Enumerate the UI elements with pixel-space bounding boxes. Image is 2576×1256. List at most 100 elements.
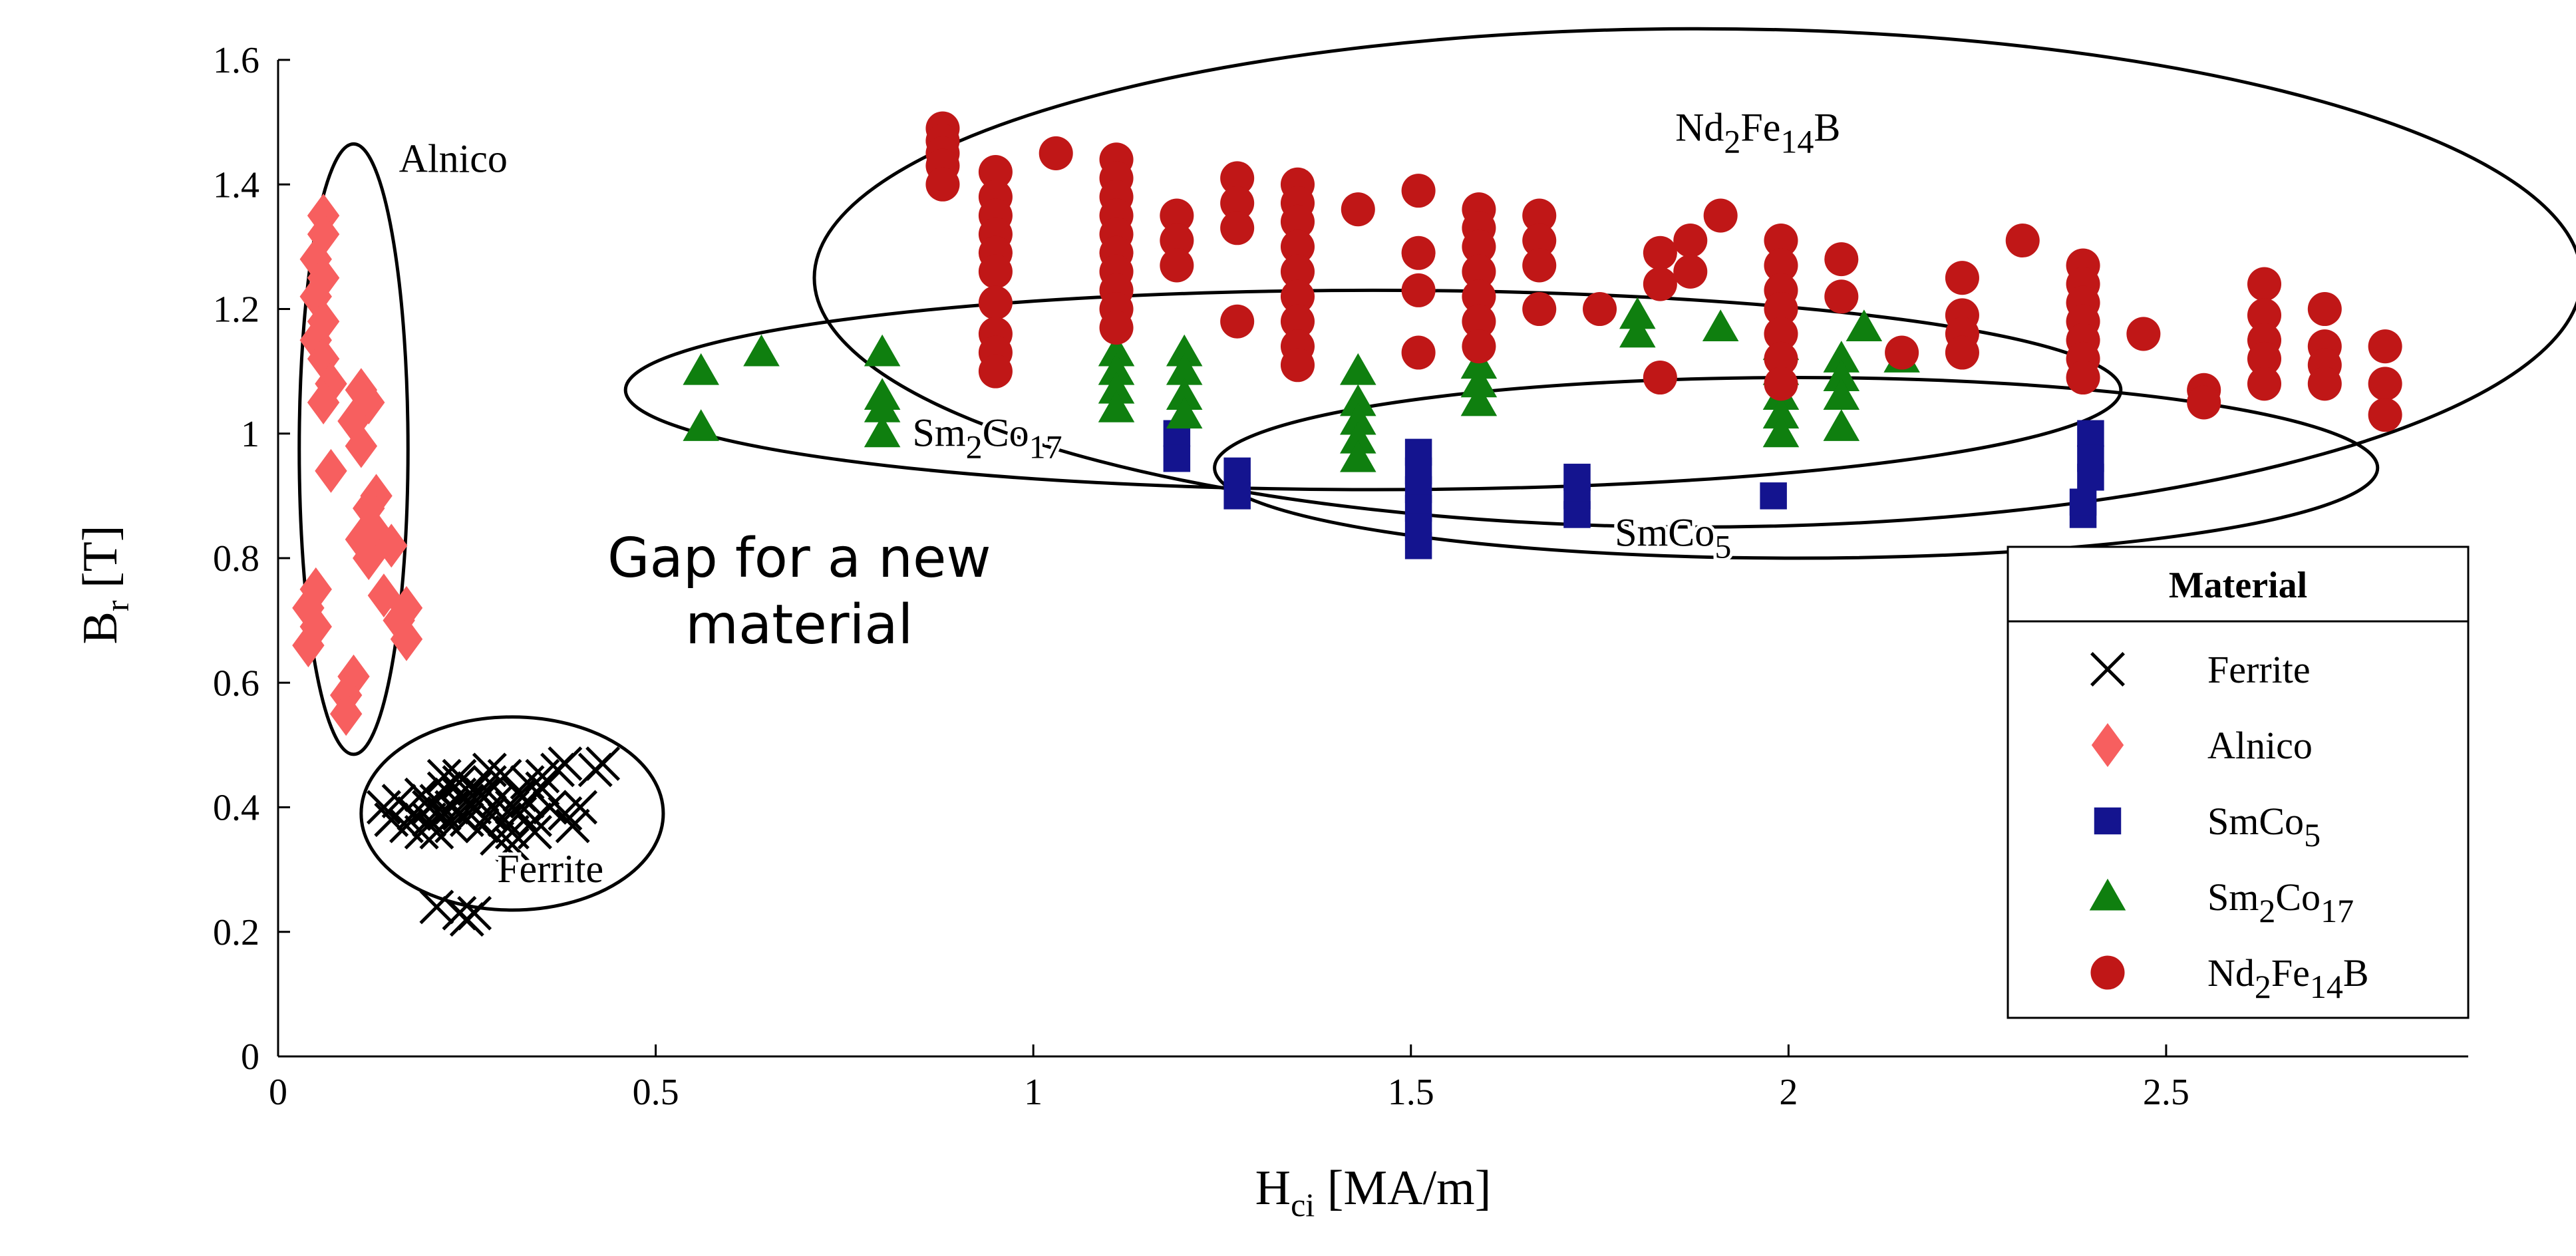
point-nd2fe14b bbox=[1220, 304, 1255, 339]
point-nd2fe14b bbox=[1673, 223, 1708, 258]
point-nd2fe14b bbox=[1160, 198, 1194, 233]
point-sm2co17 bbox=[1702, 309, 1739, 342]
point-nd2fe14b bbox=[2187, 385, 2221, 420]
point-alnico bbox=[345, 517, 378, 561]
point-nd2fe14b bbox=[1280, 304, 1315, 339]
point-nd2fe14b bbox=[1462, 329, 1496, 364]
point-nd2fe14b bbox=[1401, 236, 1436, 270]
point-smco5 bbox=[2069, 488, 2097, 516]
point-sm2co17 bbox=[1166, 334, 1203, 367]
point-nd2fe14b bbox=[1039, 136, 1073, 170]
point-ferrite bbox=[525, 758, 560, 794]
point-nd2fe14b bbox=[1522, 291, 1557, 327]
legend-marker-ferrite bbox=[2090, 652, 2125, 687]
y-tick-label: 1 bbox=[241, 414, 259, 455]
x-tick-label: 0 bbox=[269, 1072, 287, 1113]
legend-title: Material bbox=[2169, 565, 2307, 606]
region-ellipse-alnico bbox=[297, 142, 410, 756]
point-alnico bbox=[307, 380, 340, 424]
point-nd2fe14b bbox=[1401, 174, 1436, 208]
point-ferrite bbox=[563, 790, 598, 825]
point-nd2fe14b bbox=[1462, 304, 1496, 339]
point-nd2fe14b bbox=[1401, 335, 1436, 370]
data-markers bbox=[292, 111, 2402, 937]
y-tick-label: 0.2 bbox=[213, 912, 259, 953]
legend-item-smco5: SmCo5 bbox=[2094, 800, 2321, 854]
point-nd2fe14b bbox=[1280, 348, 1315, 383]
point-ferrite bbox=[555, 808, 590, 844]
point-nd2fe14b bbox=[1280, 204, 1315, 239]
legend-marker-alnico bbox=[2091, 723, 2124, 767]
legend-item-alnico: Alnico bbox=[2091, 723, 2313, 767]
series-nd2fe14b bbox=[925, 111, 2402, 432]
point-alnico bbox=[390, 585, 423, 630]
point-sm2co17 bbox=[1460, 365, 1498, 398]
point-ferrite bbox=[517, 814, 552, 850]
point-alnico bbox=[390, 617, 423, 661]
point-nd2fe14b bbox=[1764, 341, 1798, 376]
point-ferrite bbox=[442, 758, 477, 794]
point-nd2fe14b bbox=[1462, 279, 1496, 314]
point-nd2fe14b bbox=[1764, 248, 1798, 283]
x-tick-label: 2.5 bbox=[2143, 1072, 2189, 1113]
point-nd2fe14b bbox=[1280, 279, 1315, 314]
point-sm2co17 bbox=[1846, 309, 1883, 342]
point-sm2co17 bbox=[1762, 415, 1800, 448]
point-nd2fe14b bbox=[1824, 279, 1859, 314]
point-nd2fe14b bbox=[1945, 335, 1979, 370]
point-smco5 bbox=[1163, 444, 1191, 472]
point-smco5 bbox=[1223, 482, 1251, 510]
point-sm2co17 bbox=[1098, 353, 1135, 385]
legend-item-sm2co17: Sm2Co17 bbox=[2089, 875, 2354, 929]
point-ferrite bbox=[381, 784, 416, 819]
legend-label-sm2co17: Sm2Co17 bbox=[2207, 875, 2354, 929]
point-nd2fe14b bbox=[1522, 198, 1557, 233]
point-alnico bbox=[315, 448, 347, 493]
point-nd2fe14b bbox=[1764, 291, 1798, 327]
point-sm2co17 bbox=[1340, 440, 1376, 472]
point-sm2co17 bbox=[864, 334, 901, 367]
point-nd2fe14b bbox=[2368, 367, 2402, 401]
point-smco5 bbox=[1760, 482, 1787, 510]
point-smco5 bbox=[2077, 464, 2104, 491]
point-nd2fe14b bbox=[2368, 398, 2402, 432]
x-tick-label: 1.5 bbox=[1388, 1072, 1434, 1113]
region-label-ferrite: Ferrite bbox=[497, 847, 603, 891]
y-axis-title: Br [T] bbox=[73, 525, 136, 644]
point-nd2fe14b bbox=[2307, 367, 2342, 401]
point-nd2fe14b bbox=[1764, 223, 1798, 258]
point-nd2fe14b bbox=[1280, 254, 1315, 289]
point-nd2fe14b bbox=[1885, 335, 1919, 370]
point-nd2fe14b bbox=[1643, 267, 1677, 301]
point-nd2fe14b bbox=[2368, 329, 2402, 364]
gap-annotation-line: material bbox=[685, 593, 913, 657]
point-ferrite bbox=[472, 752, 507, 788]
point-ferrite bbox=[585, 746, 621, 781]
point-nd2fe14b bbox=[1099, 311, 1134, 345]
point-nd2fe14b bbox=[2247, 341, 2282, 376]
point-sm2co17 bbox=[1823, 378, 1860, 410]
point-nd2fe14b bbox=[1522, 223, 1557, 258]
point-sm2co17 bbox=[1823, 341, 1860, 373]
point-sm2co17 bbox=[1823, 409, 1860, 441]
legend: Material Ferrite Alnico SmCo5 Sm2Co17 Nd2Fe14… bbox=[2007, 546, 2470, 1019]
point-smco5 bbox=[2077, 420, 2104, 447]
point-nd2fe14b bbox=[1673, 254, 1708, 289]
point-nd2fe14b bbox=[1643, 360, 1677, 395]
point-smco5 bbox=[1223, 457, 1251, 485]
point-nd2fe14b bbox=[2126, 317, 2161, 351]
point-nd2fe14b bbox=[978, 155, 1013, 190]
x-tick-label: 0.5 bbox=[633, 1072, 679, 1113]
region-ellipse-nd2fe14b bbox=[812, 27, 2576, 529]
region-ellipses bbox=[297, 27, 2576, 912]
point-nd2fe14b bbox=[1401, 273, 1436, 307]
point-ferrite bbox=[419, 889, 454, 925]
region-ellipse-sm2co17 bbox=[623, 288, 2123, 492]
point-nd2fe14b bbox=[1220, 186, 1255, 220]
legend-label-alnico: Alnico bbox=[2207, 724, 2313, 767]
point-alnico bbox=[353, 536, 385, 580]
point-sm2co17 bbox=[683, 353, 719, 385]
y-tick-label: 0.6 bbox=[213, 663, 259, 704]
point-nd2fe14b bbox=[1341, 192, 1375, 227]
